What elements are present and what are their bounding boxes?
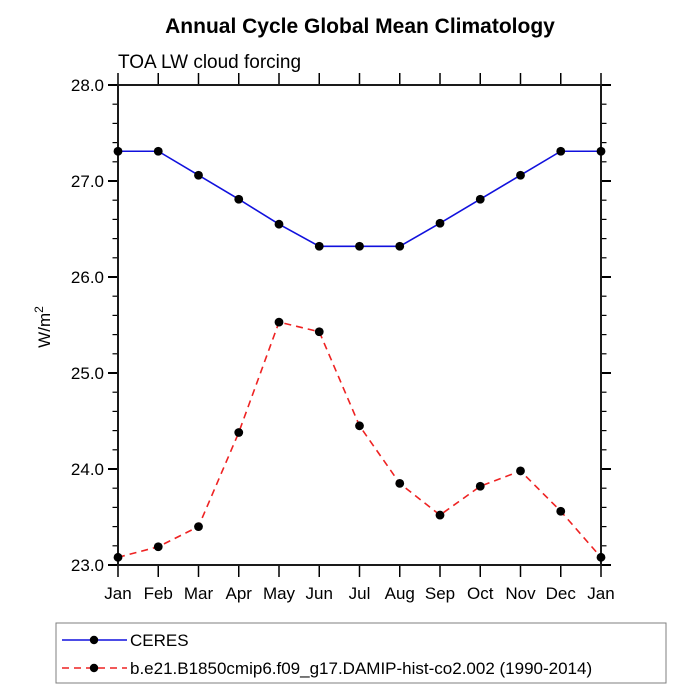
series-1-marker	[556, 506, 566, 516]
x-axis-tick-label: Jun	[306, 584, 333, 603]
chart-subtitle: TOA LW cloud forcing	[118, 52, 301, 73]
series-0-marker	[556, 146, 566, 156]
series-1-marker	[516, 466, 525, 476]
y-axis-tick-label: 27.0	[71, 172, 104, 191]
series-group	[113, 146, 606, 562]
x-axis-tick-labels: Jan Feb Mar Apr May Jun Jul Aug Sep Oct Nov Dec Jan	[104, 584, 614, 603]
series-0-marker	[314, 241, 324, 251]
series-1-marker	[234, 428, 244, 437]
x-axis-tick-label: Sep	[425, 584, 455, 603]
series-1-marker	[596, 552, 606, 562]
y-axis-title: W/m2	[32, 306, 54, 348]
x-axis-tick-label: Jul	[349, 584, 371, 603]
series-0-marker	[596, 146, 606, 156]
series-0-line	[118, 150, 601, 248]
x-axis-tick-label: Mar	[184, 584, 214, 603]
series-0-marker	[395, 241, 405, 251]
series-0-marker	[435, 218, 445, 228]
x-axis-tick-label: Feb	[144, 584, 173, 603]
series-1	[113, 317, 606, 562]
legend-label-model: b.e21.B1850cmip6.f09_g17.DAMIP-hist-co2.…	[130, 659, 592, 678]
plot-frame	[117, 84, 602, 566]
y-axis-tick-label: 26.0	[71, 268, 104, 287]
series-1-marker	[355, 421, 364, 431]
legend-label-ceres: CERES	[130, 631, 189, 650]
series-0-marker	[234, 194, 244, 204]
series-0-marker	[274, 219, 284, 229]
y-axis-tick-label: 23.0	[71, 556, 104, 575]
x-axis-tick-label: Apr	[226, 584, 253, 603]
series-1-marker	[435, 510, 445, 520]
series-1-marker	[194, 522, 203, 531]
x-axis-tick-label: Nov	[505, 584, 536, 603]
series-1-marker	[274, 317, 284, 327]
series-1-marker	[314, 327, 324, 337]
x-axis-tick-label: May	[263, 584, 296, 603]
y-axis-tick-label: 24.0	[71, 460, 104, 479]
legend-box	[55, 622, 667, 684]
legend: CERES b.e21.B1850cmip6.f09_g17.DAMIP-his…	[55, 622, 667, 684]
axis-ticks	[108, 73, 611, 577]
legend-entry-model: b.e21.B1850cmip6.f09_g17.DAMIP-hist-co2.…	[62, 659, 592, 678]
y-axis-tick-label: 25.0	[71, 364, 104, 383]
legend-entry-ceres: CERES	[62, 631, 189, 650]
x-axis-tick-label: Dec	[546, 584, 577, 603]
series-0-marker	[475, 194, 485, 204]
legend-marker-ceres	[89, 635, 99, 645]
x-axis-tick-label: Jan	[587, 584, 614, 603]
y-axis-tick-labels: 23.0 24.0 25.0 26.0 27.0 28.0	[71, 76, 104, 575]
chart-title: Annual Cycle Global Mean Climatology	[165, 15, 555, 38]
series-0-marker	[516, 170, 525, 180]
x-axis-tick-label: Jan	[104, 584, 131, 603]
x-axis-tick-label: Oct	[467, 584, 494, 603]
x-axis-tick-label: Aug	[385, 584, 415, 603]
series-1-marker	[113, 552, 123, 562]
legend-marker-model	[89, 663, 99, 673]
series-1-marker	[153, 542, 163, 552]
series-0-marker	[355, 241, 364, 251]
y-axis-tick-label: 28.0	[71, 76, 104, 95]
series-1-marker	[475, 481, 485, 491]
series-0-marker	[194, 170, 203, 180]
series-0-marker	[113, 146, 123, 156]
series-1-marker	[395, 479, 405, 488]
series-1-line	[117, 321, 602, 559]
series-0-marker	[153, 146, 163, 156]
series-0	[113, 146, 606, 251]
